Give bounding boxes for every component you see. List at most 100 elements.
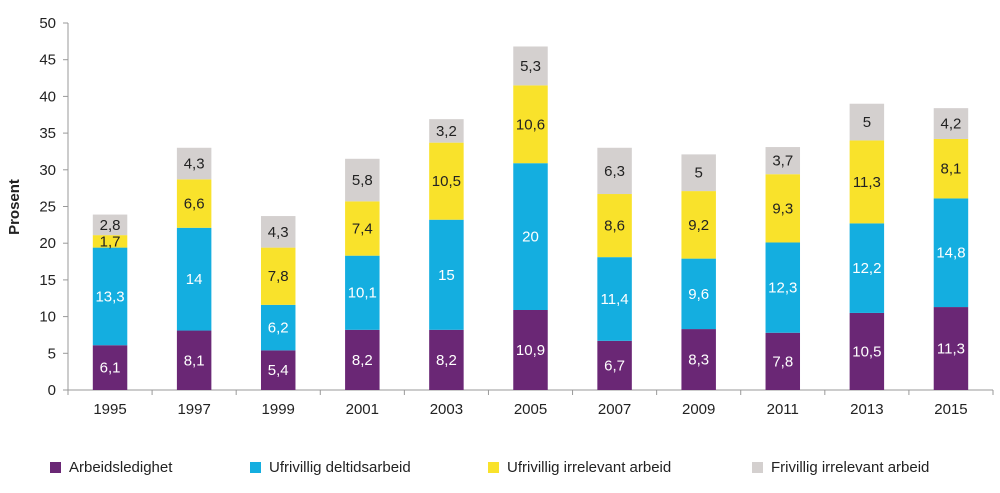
bar-segment [345, 158, 380, 202]
bar-segment [176, 330, 212, 390]
bar-segment [429, 119, 464, 143]
bars [92, 46, 969, 390]
data-label: 4,3 [184, 156, 205, 173]
y-tick-label: 15 [39, 272, 56, 289]
bar-segment [765, 242, 801, 333]
bar-segment [260, 304, 296, 351]
data-label: 5,8 [352, 172, 373, 189]
legend-item-frivillig-irrelevant-arbeid: Frivillig irrelevant arbeid [752, 455, 929, 479]
data-label: 7,4 [352, 221, 373, 238]
data-label: 1,7 [100, 233, 121, 250]
bar-segment [345, 201, 380, 256]
x-axis: 1995 1997 1999 2001 2003 2005 2007 2009 2011 2013… [67, 389, 994, 418]
x-tick-label: 2011 [767, 401, 799, 418]
data-label: 20 [522, 229, 539, 246]
bar-labels: 6,1 13,3 1,72,8 8,1 14 6,6 4,3 5,4 6,2 7,8 4,3 8,2 1… [95, 58, 965, 379]
data-label: 5,3 [520, 58, 541, 75]
bar-segment [260, 350, 296, 390]
data-label: 10,5 [852, 343, 881, 360]
data-label: 3,7 [772, 153, 793, 170]
legend-label: Ufrivillig deltidsarbeid [269, 458, 411, 476]
bar-segment [681, 191, 716, 259]
bar-segment [681, 329, 716, 390]
data-label: 9,2 [688, 217, 709, 234]
y-tick-label: 50 [39, 15, 56, 32]
bar-segment [849, 103, 885, 141]
data-label: 4,3 [268, 224, 289, 241]
bar-segment [765, 147, 801, 175]
data-label: 9,3 [772, 200, 793, 217]
bar-segment [513, 46, 548, 86]
bar-segment [513, 85, 548, 164]
x-tick-label: 2001 [346, 401, 379, 418]
data-label: 5,4 [268, 362, 289, 379]
legend-swatch [250, 461, 261, 473]
data-label: 14 [186, 271, 203, 288]
legend-label: Arbeidsledighet [69, 458, 173, 476]
y-tick-label: 40 [39, 88, 56, 105]
bar-segment [176, 227, 212, 331]
data-label: 10,9 [516, 342, 545, 359]
data-label: 5 [863, 114, 871, 131]
bar-segment [429, 219, 464, 330]
data-label: 10,1 [348, 285, 377, 302]
x-tick-label: 1997 [177, 401, 210, 418]
bar-segment [849, 223, 885, 313]
bar-segment [429, 329, 464, 390]
bar-segment [176, 147, 212, 180]
y-tick-label: 25 [39, 199, 56, 216]
legend-label: Frivillig irrelevant arbeid [771, 458, 930, 476]
bar-segment [597, 340, 632, 390]
data-label: 8,2 [352, 352, 373, 369]
bar-segment [933, 138, 969, 199]
bar-segment [933, 108, 969, 139]
bar-segment [513, 163, 548, 310]
data-label: 13,3 [95, 288, 124, 305]
legend-swatch [50, 461, 61, 473]
bar-segment [92, 214, 128, 236]
bar-segment [933, 198, 969, 308]
data-label: 12,3 [768, 280, 797, 297]
data-label: 6,7 [604, 357, 625, 374]
y-tick-label: 5 [48, 345, 56, 362]
bar-segment [597, 194, 632, 258]
x-tick-label: 2009 [682, 401, 715, 418]
bar-segment [92, 345, 128, 390]
bar-segment [260, 247, 296, 305]
x-tick-label: 2015 [934, 401, 967, 418]
y-tick-label: 35 [39, 125, 56, 142]
data-label: 8,1 [941, 161, 962, 178]
data-label: 2,8 [100, 217, 121, 234]
y-axis: 0 5 10 15 20 25 30 35 40 45 50 [39, 15, 69, 399]
bar-segment [176, 179, 212, 228]
bar-segment [345, 255, 380, 330]
data-label: 6,3 [604, 163, 625, 180]
data-label: 5 [695, 165, 703, 182]
data-label: 3,2 [436, 123, 457, 140]
legend-item-arbeidsledighet: Arbeidsledighet [50, 455, 172, 479]
data-label: 6,6 [184, 196, 205, 213]
data-label: 10,6 [516, 116, 545, 133]
data-label: 6,1 [100, 360, 121, 377]
bar-segment [260, 216, 296, 248]
bar-segment [92, 247, 128, 346]
bar-segment [92, 235, 128, 248]
data-label: 15 [438, 267, 455, 284]
bar-segment [765, 174, 801, 243]
x-tick-label: 2013 [850, 401, 883, 418]
legend-item-ufrivillig-irrelevant-arbeid: Ufrivillig irrelevant arbeid [488, 455, 671, 479]
data-label: 7,8 [772, 353, 793, 370]
data-label: 7,8 [268, 268, 289, 285]
bar-segment [765, 332, 801, 390]
data-label: 12,2 [852, 260, 881, 277]
legend-item-ufrivillig-deltidsarbeid: Ufrivillig deltidsarbeid [250, 455, 411, 479]
bar-segment [429, 142, 464, 220]
y-axis-title: Prosent [6, 179, 23, 235]
legend-swatch [752, 461, 763, 473]
bar-segment [513, 309, 548, 390]
data-label: 9,6 [688, 286, 709, 303]
bar-segment [849, 312, 885, 390]
data-label: 11,4 [601, 291, 629, 308]
bar-segment [681, 258, 716, 330]
